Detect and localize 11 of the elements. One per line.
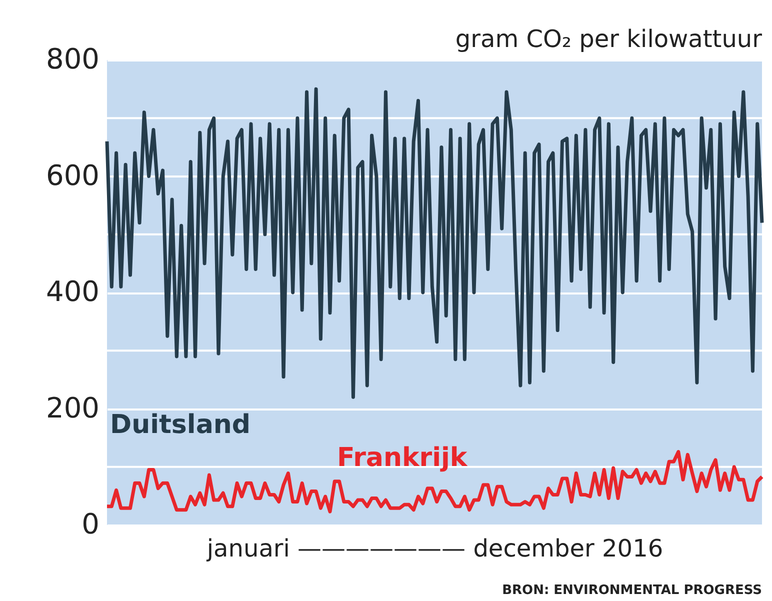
y-axis-title: gram CO₂ per kilowattuur — [455, 25, 762, 53]
y-tick-label: 600 — [46, 158, 100, 192]
y-tick-label: 800 — [46, 42, 100, 76]
line-series — [105, 87, 764, 399]
series-label: Duitsland — [110, 410, 250, 440]
y-tick-label: 200 — [46, 391, 100, 424]
y-tick-label: 400 — [46, 275, 100, 308]
text: BRON: ENVIRONMENTAL PROGRESS — [502, 583, 762, 598]
x-axis-title: januari ——————— december 2016 — [206, 534, 664, 562]
y-tick-label: 0 — [82, 508, 100, 540]
series-label: Frankrijk — [337, 443, 468, 473]
